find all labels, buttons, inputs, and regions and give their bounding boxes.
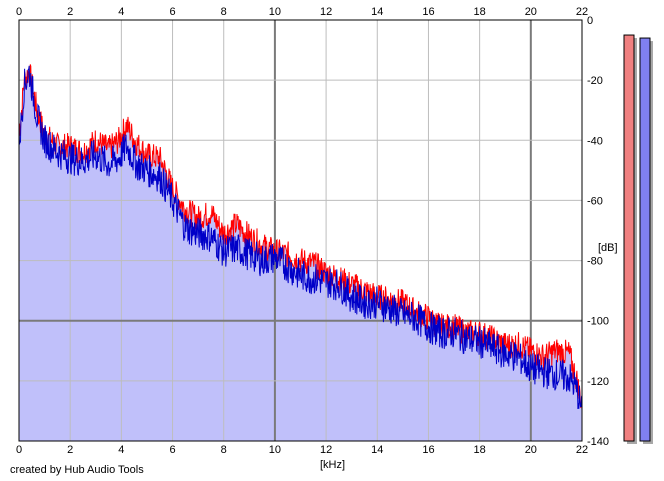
x-tick-label-top: 14 <box>371 6 383 18</box>
x-tick-label-bottom: 18 <box>474 444 486 456</box>
x-tick-label-top: 16 <box>422 6 434 18</box>
x-tick-label-top: 20 <box>525 6 537 18</box>
series-line-blue <box>18 65 583 410</box>
x-tick-label-top: 8 <box>221 6 227 18</box>
x-axis-bottom-labels: 0 2 4 6 8 10 12 14 16 18 20 22 <box>16 444 588 456</box>
y-tick-label: -100 <box>587 316 609 328</box>
series-lines <box>18 64 583 410</box>
y-tick-label: 0 <box>587 15 593 27</box>
x-tick-label-top: 2 <box>67 6 73 18</box>
plot-frame <box>18 19 583 442</box>
y-tick-label: -140 <box>587 436 609 448</box>
x-tick-label-bottom: 16 <box>422 444 434 456</box>
y-tick-label: -40 <box>587 135 603 147</box>
x-tick-label-top: 22 <box>576 6 588 18</box>
x-tick-label-bottom: 0 <box>16 444 22 456</box>
x-tick-label-top: 4 <box>118 6 124 18</box>
y-axis-unit-label: [dB] <box>598 242 618 254</box>
x-tick-label-top: 6 <box>169 6 175 18</box>
y-tick-label: -20 <box>587 75 603 87</box>
x-tick-label-bottom: 8 <box>221 444 227 456</box>
x-tick-label-top: 12 <box>320 6 332 18</box>
plot-border <box>18 19 583 442</box>
y-tick-label: -60 <box>587 195 603 207</box>
x-tick-label-bottom: 10 <box>269 444 281 456</box>
x-tick-label-bottom: 12 <box>320 444 332 456</box>
x-tick-label-bottom: 4 <box>118 444 124 456</box>
x-tick-label-top: 10 <box>269 6 281 18</box>
x-tick-label-bottom: 2 <box>67 444 73 456</box>
level-meters <box>623 34 653 445</box>
x-tick-label-bottom: 20 <box>525 444 537 456</box>
credit-text: created by Hub Audio Tools <box>10 464 144 476</box>
x-tick-label-top: 18 <box>474 6 486 18</box>
x-axis-top-labels: 0 2 4 6 8 10 12 14 16 18 20 22 <box>16 6 588 18</box>
y-tick-label: -80 <box>587 256 603 268</box>
y-tick-label: -120 <box>587 376 609 388</box>
x-tick-label-top: 0 <box>16 6 22 18</box>
level-meter-blue <box>639 37 651 442</box>
grid-lines <box>18 19 583 442</box>
x-tick-label-bottom: 22 <box>576 444 588 456</box>
x-tick-label-bottom: 6 <box>169 444 175 456</box>
x-axis-unit-label: [kHz] <box>320 459 345 471</box>
level-meter-red <box>623 34 635 442</box>
y-axis-labels: 0 -20 -40 -60 -80 -100 -120 -140 <box>587 15 609 448</box>
x-tick-label-bottom: 14 <box>371 444 383 456</box>
